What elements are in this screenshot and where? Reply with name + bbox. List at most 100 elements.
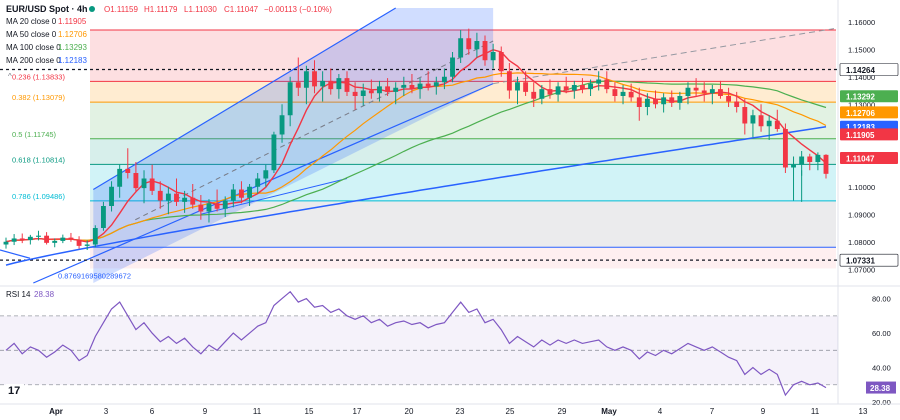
candle-body — [157, 190, 163, 201]
candle-body — [133, 173, 139, 189]
candle-body — [782, 129, 788, 168]
y-tick-label: 1.09000 — [848, 210, 875, 219]
candle-body — [36, 235, 41, 237]
fib-label-3: 0.618 (1.10814) — [12, 155, 65, 164]
rsi-band-fill — [0, 315, 838, 385]
candle-body — [174, 193, 179, 202]
candle-body — [433, 82, 439, 87]
legend-label-0: MA 20 close 0 — [6, 17, 57, 26]
candle-body — [368, 90, 374, 94]
y-tick-label: 1.15000 — [848, 45, 875, 54]
candle-body — [791, 164, 796, 168]
candle-body — [92, 228, 98, 245]
x-tick-label: 23 — [456, 407, 465, 416]
candle-body — [531, 91, 537, 99]
legend-label-3: MA 200 close 0 — [6, 56, 61, 65]
fib-label-0: 0.236 (1.13833) — [12, 72, 65, 81]
candle-body — [279, 115, 285, 135]
x-tick-label: 11 — [811, 407, 820, 416]
candle-body — [198, 204, 204, 212]
candle-body — [190, 197, 196, 205]
y-tick-label: 1.07000 — [848, 265, 875, 274]
fib-label-5: 0.8769169580289672 — [58, 271, 131, 280]
candle-body — [523, 82, 529, 92]
fib-label-1: 0.382 (1.13079) — [12, 93, 65, 102]
candle-body — [774, 120, 780, 129]
candle-body — [182, 197, 188, 202]
fib-label-4: 0.786 (1.09486) — [12, 192, 65, 201]
rsi-line — [5, 290, 827, 397]
channel-lower — [33, 83, 494, 284]
candle-body — [750, 115, 756, 124]
x-tick-label: 29 — [558, 407, 567, 416]
candle-body — [644, 98, 650, 107]
candle-body — [653, 98, 658, 105]
candle-body — [117, 168, 123, 187]
rsi-value-label: 28.38 — [870, 384, 891, 393]
market-status-dot — [89, 6, 95, 12]
candle-body — [506, 71, 512, 91]
candle-body — [352, 91, 358, 96]
candle-body — [417, 83, 423, 90]
fib-zone-3 — [90, 138, 836, 165]
candle-body — [612, 89, 618, 96]
price-tag-label: 1.14264 — [846, 66, 875, 75]
fib-zone-2 — [90, 102, 836, 139]
price-tag-bg — [839, 63, 899, 76]
candle-body — [247, 186, 252, 198]
candle-body — [44, 235, 50, 243]
candle-body — [604, 79, 610, 90]
candle-body — [165, 193, 171, 201]
candle-body — [766, 120, 772, 127]
candle-body — [742, 107, 748, 124]
candle-body — [409, 85, 415, 90]
candle-body — [385, 86, 391, 92]
ma200-line — [5, 126, 827, 266]
tv-logo-bg — [6, 384, 24, 396]
candle-body — [52, 240, 58, 243]
candle-body — [3, 241, 9, 245]
candle-body — [336, 78, 342, 90]
candle-body — [271, 134, 277, 171]
candle-body — [498, 52, 504, 72]
candle-body — [303, 71, 309, 88]
candle-body — [693, 87, 699, 91]
rsi-tick-label: 40.00 — [872, 364, 891, 373]
candle-body — [149, 178, 155, 191]
price-tag-bg — [840, 151, 898, 164]
candle-body — [466, 38, 472, 50]
price-tag-label: 1.12706 — [846, 109, 875, 118]
candle-body — [68, 237, 74, 240]
candle-body — [11, 238, 17, 242]
x-tick-label: 15 — [305, 407, 314, 416]
candle-body — [441, 76, 447, 83]
rsi-title: RSI 14 — [6, 290, 31, 299]
candle-body — [588, 83, 593, 90]
header-change: −0.00113 (−0.10%) — [264, 5, 332, 14]
candle-body — [263, 170, 269, 179]
candle-body — [555, 86, 561, 95]
header-low: L1.11030 — [184, 5, 217, 14]
candle-body — [255, 178, 261, 187]
rsi-tick-label: 80.00 — [872, 295, 891, 304]
candle-body — [239, 189, 244, 198]
header-open: O1.11159 — [104, 5, 139, 14]
price-tag-bg — [839, 253, 899, 267]
x-tick-label: 9 — [761, 407, 766, 416]
candle-body — [230, 189, 236, 201]
candle-body — [320, 80, 326, 87]
y-tick-label: 1.10000 — [848, 183, 875, 192]
candle-body — [287, 82, 293, 116]
candle-body — [360, 90, 366, 96]
candle-body — [677, 96, 683, 103]
fib-zone-6 — [90, 247, 836, 269]
candle-body — [377, 86, 382, 94]
candle-body — [60, 237, 66, 241]
rsi-tick-label: 20.00 — [872, 398, 891, 407]
y-tick-label: 1.13000 — [848, 100, 875, 109]
candle-body — [726, 96, 732, 102]
legend-label-1: MA 50 close 0 — [6, 30, 57, 39]
candle-body — [799, 156, 805, 165]
candle-body — [636, 97, 642, 107]
